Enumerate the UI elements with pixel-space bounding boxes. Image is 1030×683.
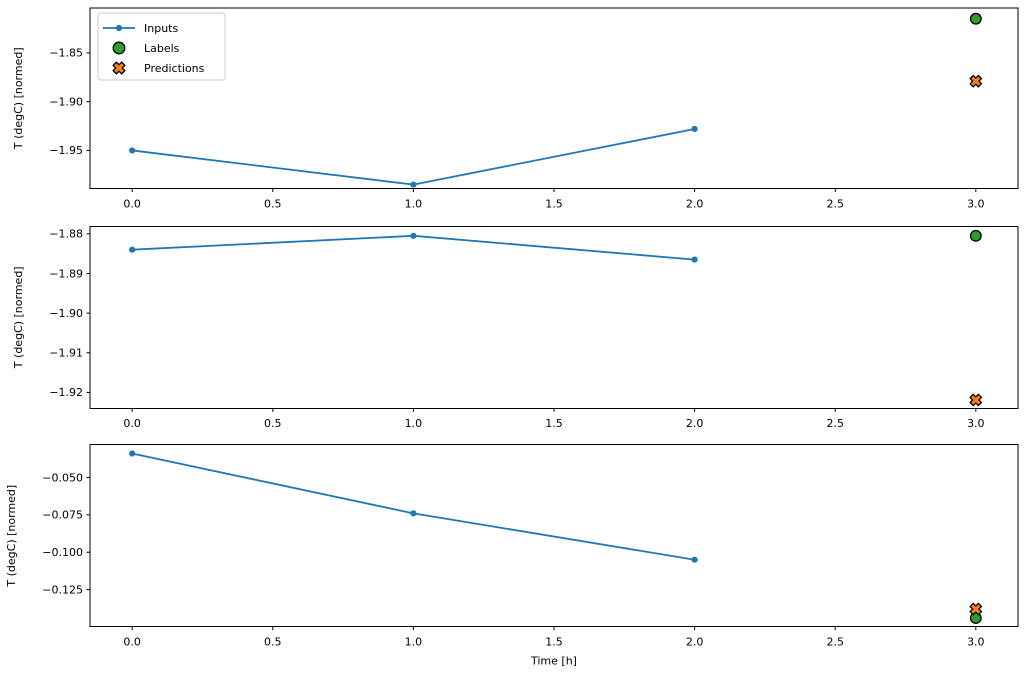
y-tick-label: −1.89 xyxy=(49,267,83,280)
x-tick-label: 1.5 xyxy=(545,636,563,649)
y-tick-label: −1.91 xyxy=(49,347,83,360)
y-tick-label: −0.075 xyxy=(42,509,83,522)
line-dot-icon xyxy=(115,24,123,32)
inputs-point-marker xyxy=(410,510,417,517)
legend: Inputs Labels Predictions xyxy=(97,12,226,81)
predictions-marker xyxy=(969,393,983,407)
subplot-2: 0.0 0.5 1.0 1.5 2.0 2.5 3.0 −1.88 −1.89 −1.90 −1.9… xyxy=(12,225,1019,430)
x-tick-label: 1.5 xyxy=(545,197,563,210)
x-tick-label: 0.5 xyxy=(264,636,282,649)
x-tick-label: 0.0 xyxy=(123,197,141,210)
labels-marker xyxy=(969,12,982,25)
x-tick-label: 1.0 xyxy=(405,417,423,430)
x-tick-label: 2.5 xyxy=(826,636,844,649)
x-tick-label: 0.0 xyxy=(123,636,141,649)
legend-label-predictions: Predictions xyxy=(144,62,205,75)
inputs-point-marker xyxy=(691,125,698,133)
x-axis-label: Time [h] xyxy=(530,655,577,668)
inputs-line xyxy=(132,234,695,261)
x-tick-label: 1.5 xyxy=(545,417,563,430)
labels-marker xyxy=(969,229,982,242)
y-tick-label: −1.85 xyxy=(49,47,83,60)
inputs-point-marker xyxy=(129,450,136,457)
legend-label-labels: Labels xyxy=(144,42,180,55)
x-tick-label: 2.0 xyxy=(686,636,704,649)
x-tick-label: 0.5 xyxy=(264,417,282,430)
inputs-point-marker xyxy=(691,556,698,563)
y-tick-label: −1.88 xyxy=(49,228,83,241)
inputs-line xyxy=(131,452,695,561)
y-tick-label: −0.125 xyxy=(42,583,83,596)
y-axis-label: T (degC) [normed] xyxy=(12,266,25,369)
x-tick-label: 0.5 xyxy=(264,197,282,210)
legend-label-inputs: Inputs xyxy=(144,22,178,35)
circle-icon xyxy=(112,41,126,55)
subplot-1: 0.0 0.5 1.0 1.5 2.0 2.5 3.0 −1.85 −1.90 −1.95 T (d… xyxy=(12,7,1019,210)
y-tick-label: −1.92 xyxy=(49,386,83,399)
axes-frame xyxy=(89,225,1019,409)
y-axis-label: T (degC) [normed] xyxy=(5,485,18,588)
y-tick-label: −0.050 xyxy=(42,471,83,484)
legend-box xyxy=(97,12,226,81)
x-tick-label: 2.0 xyxy=(686,197,704,210)
x-tick-label: 2.0 xyxy=(686,417,704,430)
y-axis-label: T (degC) [normed] xyxy=(12,47,25,150)
x-tick-label: 1.0 xyxy=(405,636,423,649)
predictions-marker xyxy=(969,602,983,616)
y-tick-label: −0.100 xyxy=(42,546,83,559)
y-tick-label: −1.90 xyxy=(49,95,83,108)
x-tick-label: 0.0 xyxy=(123,417,141,430)
inputs-line xyxy=(132,128,695,186)
inputs-point-marker xyxy=(691,256,698,263)
x-tick-label: 3.0 xyxy=(967,417,985,430)
y-tick-label: −1.90 xyxy=(49,307,83,320)
inputs-point-marker xyxy=(410,181,417,188)
y-tick-label: −1.95 xyxy=(49,144,83,157)
predictions-marker xyxy=(969,74,983,88)
inputs-point-marker xyxy=(410,232,417,239)
inputs-point-marker xyxy=(129,147,136,154)
x-tick-label: 1.0 xyxy=(405,197,423,210)
x-tick-label: 3.0 xyxy=(967,197,985,210)
x-tick-label: 2.5 xyxy=(826,197,844,210)
x-tick-label: 3.0 xyxy=(967,636,985,649)
subplot-3: 0.0 0.5 1.0 1.5 2.0 2.5 3.0 −0.050 −0.075 −0.100 −… xyxy=(5,444,1019,668)
x-tick-label: 2.5 xyxy=(826,417,844,430)
x-cross-icon xyxy=(112,61,126,75)
inputs-point-marker xyxy=(129,246,136,253)
